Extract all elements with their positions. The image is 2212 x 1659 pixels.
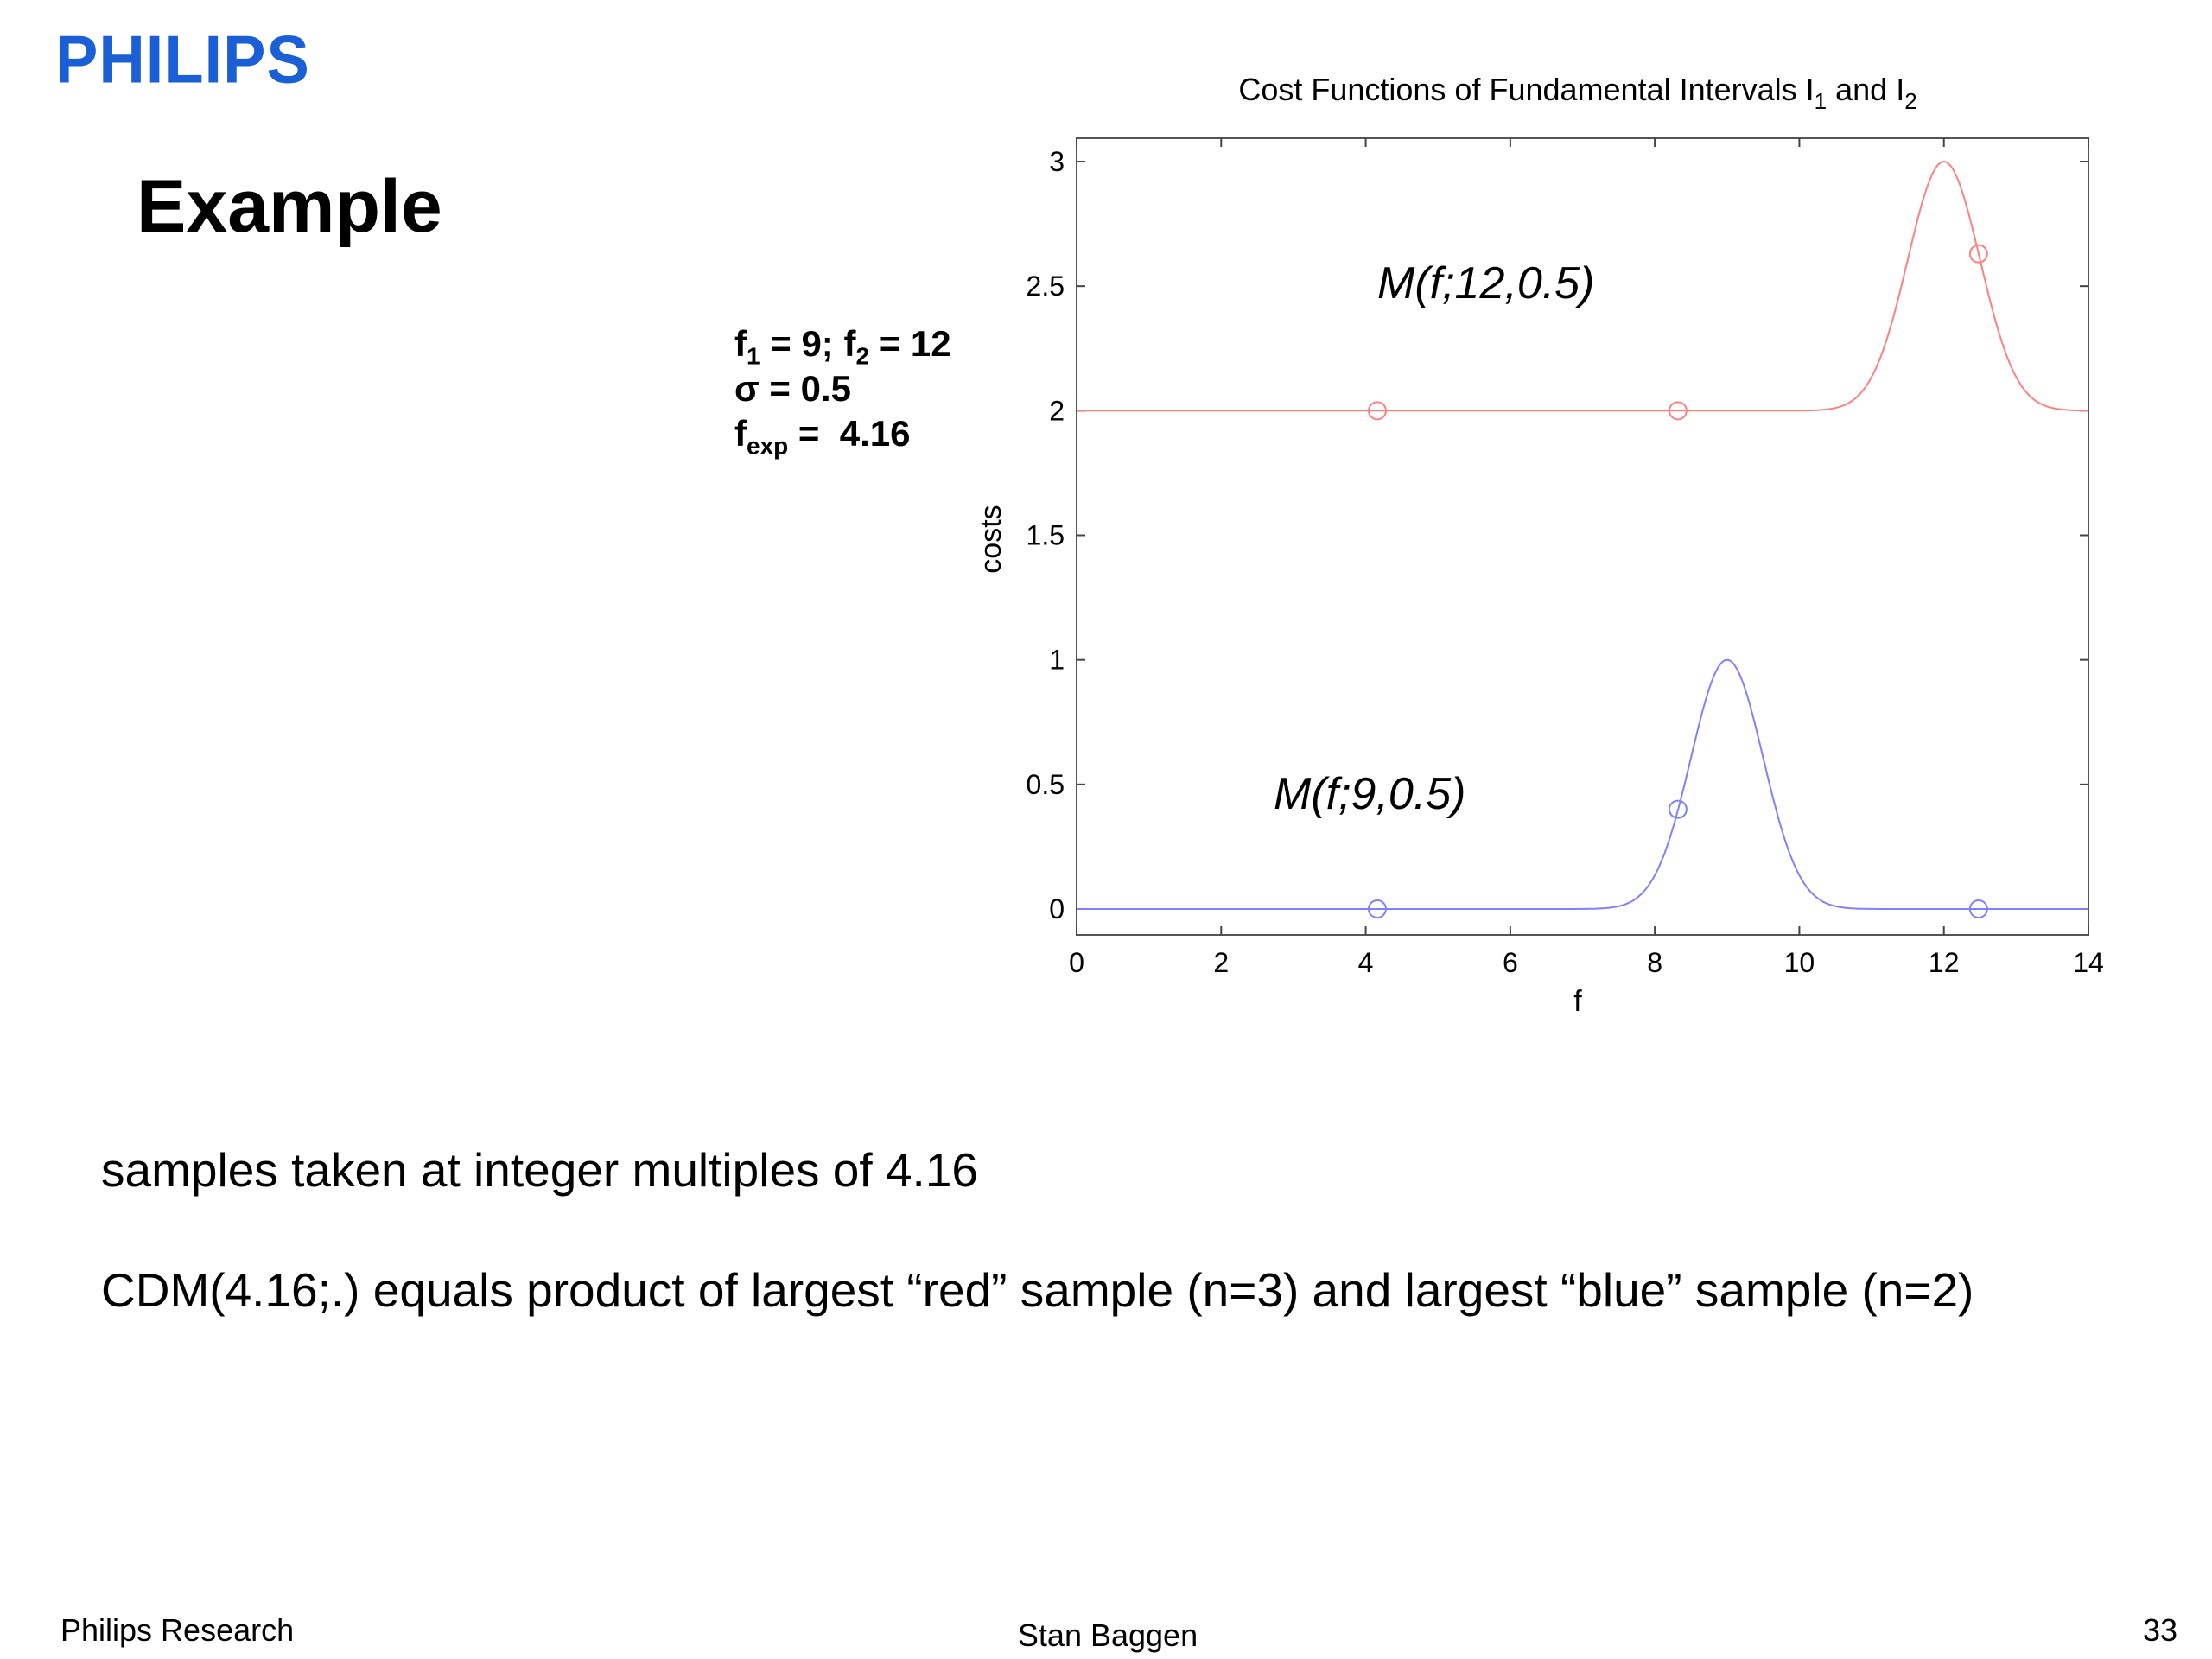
fexp-value: = 4.16 (788, 413, 911, 454)
f2-value: = 12 (869, 323, 951, 364)
param-frequencies: f1 = 9; f2 = 12 (734, 323, 951, 370)
x-tick-label: 4 (1358, 947, 1374, 978)
y-tick-label: 3 (1049, 146, 1065, 177)
fexp-label: f (734, 413, 747, 454)
footer-author: Stan Baggen (1017, 1618, 1198, 1653)
series-line-1 (1077, 658, 2088, 910)
sample-point (1968, 899, 1988, 918)
f1-label: f (734, 323, 747, 364)
x-tick-label: 10 (1784, 947, 1815, 978)
cost-function-chart: Cost Functions of Fundamental Intervals … (975, 72, 2104, 1018)
f2-label: f (843, 323, 856, 364)
sample-point (1968, 244, 1988, 264)
f2-sub: 2 (855, 342, 870, 370)
series-line-0 (1077, 160, 2088, 412)
annotation-red-curve: M(f;12,0.5) (1377, 258, 1594, 308)
f1-sub: 1 (747, 342, 760, 370)
y-tick-label: 2.5 (1027, 270, 1065, 302)
sample-point (1668, 799, 1688, 819)
fexp-sub: exp (747, 432, 789, 460)
y-tick-label: 2 (1049, 395, 1065, 426)
x-axis-label: f (1573, 985, 1582, 1018)
x-tick-label: 2 (1213, 947, 1229, 978)
chart-title: Cost Functions of Fundamental Intervals … (1238, 72, 1916, 114)
x-tick-label: 14 (2073, 947, 2104, 978)
f1-value: = 9; (760, 323, 844, 364)
footer-organization: Philips Research (60, 1612, 295, 1648)
x-tick-label: 6 (1503, 947, 1518, 978)
sample-point (1367, 401, 1387, 421)
y-tick-label: 0.5 (1027, 769, 1065, 800)
y-tick-label: 1 (1049, 645, 1065, 676)
param-sigma: σ = 0.5 (734, 368, 851, 409)
sample-point (1668, 401, 1688, 421)
x-tick-label: 8 (1647, 947, 1662, 978)
body-line-cdm: CDM(4.16;.) equals product of largest “r… (101, 1263, 1974, 1317)
x-tick-label: 0 (1069, 947, 1084, 978)
slide-title: Example (137, 165, 442, 248)
page-number: 33 (2142, 1612, 2177, 1648)
param-fexp: fexp = 4.16 (734, 413, 911, 460)
body-line-samples: samples taken at integer multiples of 4.… (101, 1143, 979, 1197)
x-tick-label: 12 (1929, 947, 1960, 978)
y-tick-label: 0 (1049, 893, 1065, 925)
sample-point (1367, 899, 1387, 918)
y-tick-label: 1.5 (1027, 520, 1065, 551)
philips-logo: PHILIPS (55, 21, 310, 98)
y-axis-label: costs (975, 505, 1007, 573)
annotation-blue-curve: M(f;9,0.5) (1274, 769, 1466, 819)
plot-frame (1076, 137, 2089, 936)
